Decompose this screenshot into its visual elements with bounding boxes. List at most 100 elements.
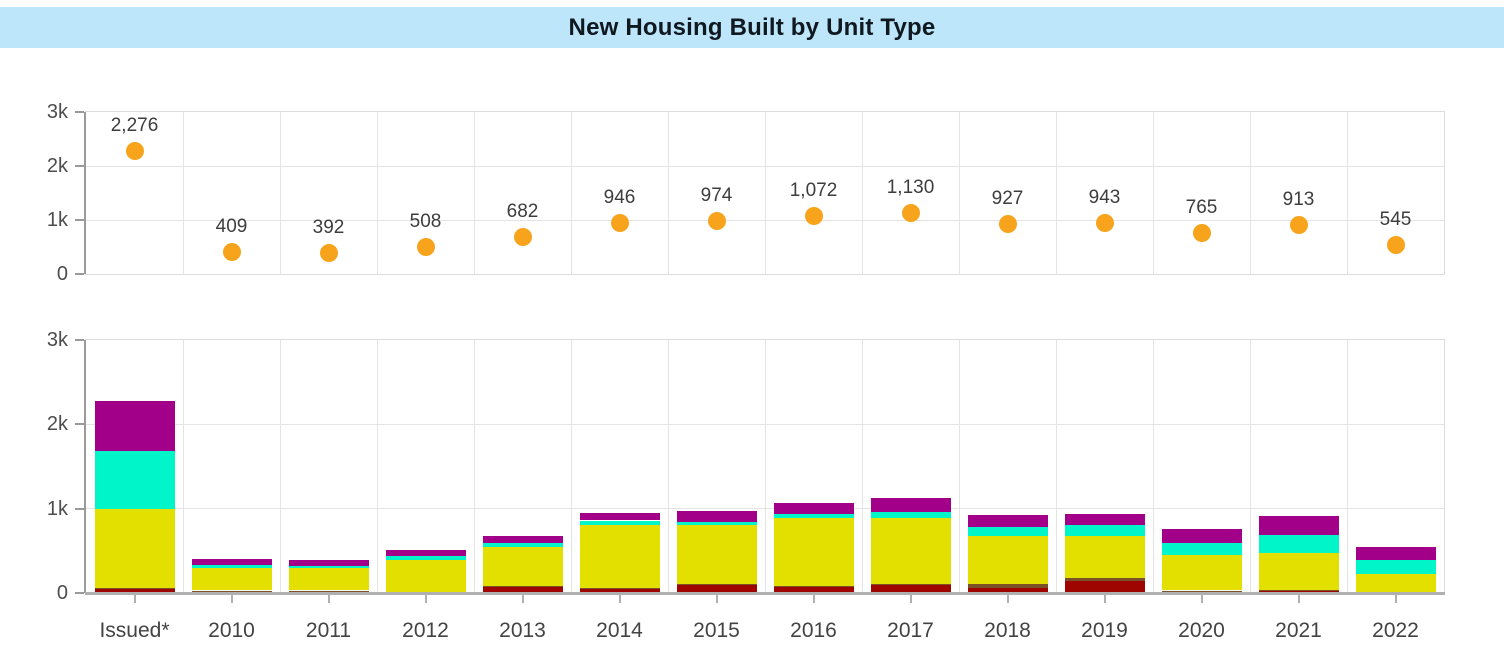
bar-segment-dark-red-segment[interactable] — [870, 585, 951, 593]
bar-segment-dark-red-segment[interactable] — [288, 590, 369, 593]
bar-Issued*[interactable] — [94, 340, 175, 593]
bar-2010[interactable] — [191, 340, 272, 593]
bar-segment-turquoise-segment[interactable] — [191, 565, 272, 568]
scatter-point-2017[interactable] — [901, 203, 920, 222]
bar-segment-turquoise-segment[interactable] — [288, 566, 369, 569]
x-axis-tick — [909, 594, 912, 603]
bar-segment-yellow-segment[interactable] — [870, 517, 951, 585]
bar-segment-dark-red-segment[interactable] — [1258, 590, 1339, 593]
bar-segment-purple-segment[interactable] — [870, 497, 951, 512]
bar-segment-yellow-segment[interactable] — [191, 567, 272, 591]
bar-segment-yellow-segment[interactable] — [94, 508, 175, 589]
bar-segment-turquoise-segment[interactable] — [676, 521, 757, 526]
bar-segment-brown-segment[interactable] — [967, 583, 1048, 588]
bar-segment-dark-red-segment[interactable] — [676, 585, 757, 593]
bar-segment-purple-segment[interactable] — [1064, 513, 1145, 525]
bar-segment-yellow-segment[interactable] — [579, 524, 660, 588]
bar-2015[interactable] — [676, 340, 757, 593]
x-axis-tick — [1297, 594, 1300, 603]
bar-2021[interactable] — [1258, 340, 1339, 593]
bar-segment-turquoise-segment[interactable] — [1355, 559, 1436, 574]
bar-segment-yellow-segment[interactable] — [967, 535, 1048, 584]
bar-segment-dark-red-segment[interactable] — [191, 590, 272, 593]
bar-segment-turquoise-segment[interactable] — [1064, 524, 1145, 536]
x-axis-label-2018: 2018 — [984, 619, 1031, 642]
bar-segment-dark-red-segment[interactable] — [579, 589, 660, 593]
bar-2018[interactable] — [967, 340, 1048, 593]
bar-segment-turquoise-segment[interactable] — [773, 513, 854, 518]
scatter-point-2016[interactable] — [804, 207, 823, 226]
bar-segment-yellow-segment[interactable] — [773, 517, 854, 586]
scatter-point-2018[interactable] — [998, 214, 1017, 233]
bar-2011[interactable] — [288, 340, 369, 593]
bar-segment-dark-red-segment[interactable] — [773, 586, 854, 593]
scatter-point-Issued*[interactable] — [125, 142, 144, 161]
bar-segment-dark-red-segment[interactable] — [1064, 581, 1145, 593]
bar-segment-purple-segment[interactable] — [94, 401, 175, 451]
scatter-point-2021[interactable] — [1289, 215, 1308, 234]
bar-segment-brown-segment[interactable] — [1064, 577, 1145, 582]
bar-segment-turquoise-segment[interactable] — [1161, 542, 1242, 555]
bar-segment-brown-segment[interactable] — [773, 585, 854, 587]
bar-segment-purple-segment[interactable] — [191, 558, 272, 566]
bar-segment-brown-segment[interactable] — [94, 588, 175, 590]
bar-2016[interactable] — [773, 340, 854, 593]
bar-segment-turquoise-segment[interactable] — [482, 543, 563, 548]
scatter-point-2011[interactable] — [319, 243, 338, 262]
bar-segment-yellow-segment[interactable] — [1258, 552, 1339, 591]
scatter-point-2014[interactable] — [610, 213, 629, 232]
bar-segment-turquoise-segment[interactable] — [967, 526, 1048, 536]
bar-segment-dark-red-segment[interactable] — [94, 589, 175, 593]
scatter-point-2022[interactable] — [1386, 235, 1405, 254]
bar-segment-purple-segment[interactable] — [579, 513, 660, 521]
bar-2012[interactable] — [385, 340, 466, 593]
gridline-vertical — [570, 340, 572, 593]
bar-segment-brown-segment[interactable] — [870, 584, 951, 586]
bar-segment-dark-red-segment[interactable] — [482, 587, 563, 593]
bar-2013[interactable] — [482, 340, 563, 593]
bar-segment-turquoise-segment[interactable] — [579, 520, 660, 525]
bar-2020[interactable] — [1161, 340, 1242, 593]
bar-segment-yellow-segment[interactable] — [482, 547, 563, 587]
y-axis-tick — [75, 111, 84, 113]
bar-segment-purple-segment[interactable] — [1161, 528, 1242, 543]
bar-2017[interactable] — [870, 340, 951, 593]
bar-segment-purple-segment[interactable] — [676, 510, 757, 522]
bar-segment-dark-red-segment[interactable] — [1161, 590, 1242, 593]
bar-2014[interactable] — [579, 340, 660, 593]
bar-segment-yellow-segment[interactable] — [1161, 554, 1242, 591]
bar-segment-turquoise-segment[interactable] — [94, 450, 175, 509]
bar-segment-yellow-segment[interactable] — [288, 568, 369, 591]
bar-segment-yellow-segment[interactable] — [676, 525, 757, 585]
bar-segment-purple-segment[interactable] — [967, 514, 1048, 527]
bar-segment-turquoise-segment[interactable] — [1258, 534, 1339, 553]
scatter-point-2020[interactable] — [1192, 223, 1211, 242]
scatter-point-2010[interactable] — [222, 242, 241, 261]
bar-segment-yellow-segment[interactable] — [1355, 573, 1436, 592]
scatter-point-2012[interactable] — [416, 237, 435, 256]
bar-segment-purple-segment[interactable] — [482, 535, 563, 544]
bar-segment-purple-segment[interactable] — [1258, 516, 1339, 535]
x-axis-tick — [230, 594, 233, 603]
x-axis-label-2013: 2013 — [499, 619, 546, 642]
x-axis-tick — [1006, 594, 1009, 603]
bar-segment-purple-segment[interactable] — [773, 502, 854, 514]
x-axis-tick — [1200, 594, 1203, 603]
scatter-point-2019[interactable] — [1095, 214, 1114, 233]
bar-segment-turquoise-segment[interactable] — [870, 511, 951, 518]
bar-segment-brown-segment[interactable] — [579, 587, 660, 590]
scatter-point-2015[interactable] — [707, 212, 726, 231]
bar-segment-dark-red-segment[interactable] — [967, 587, 1048, 593]
bar-2019[interactable] — [1064, 340, 1145, 593]
bar-segment-brown-segment[interactable] — [676, 584, 757, 586]
bar-segment-turquoise-segment[interactable] — [385, 556, 466, 561]
bar-segment-yellow-segment[interactable] — [385, 560, 466, 592]
bar-2022[interactable] — [1355, 340, 1436, 593]
bar-segment-purple-segment[interactable] — [288, 559, 369, 567]
y-axis-tick-label: 0 — [56, 263, 68, 285]
bar-segment-yellow-segment[interactable] — [1064, 535, 1145, 578]
scatter-point-2013[interactable] — [513, 228, 532, 247]
bar-segment-purple-segment[interactable] — [385, 550, 466, 557]
bar-segment-purple-segment[interactable] — [1355, 547, 1436, 560]
bar-segment-brown-segment[interactable] — [482, 586, 563, 588]
